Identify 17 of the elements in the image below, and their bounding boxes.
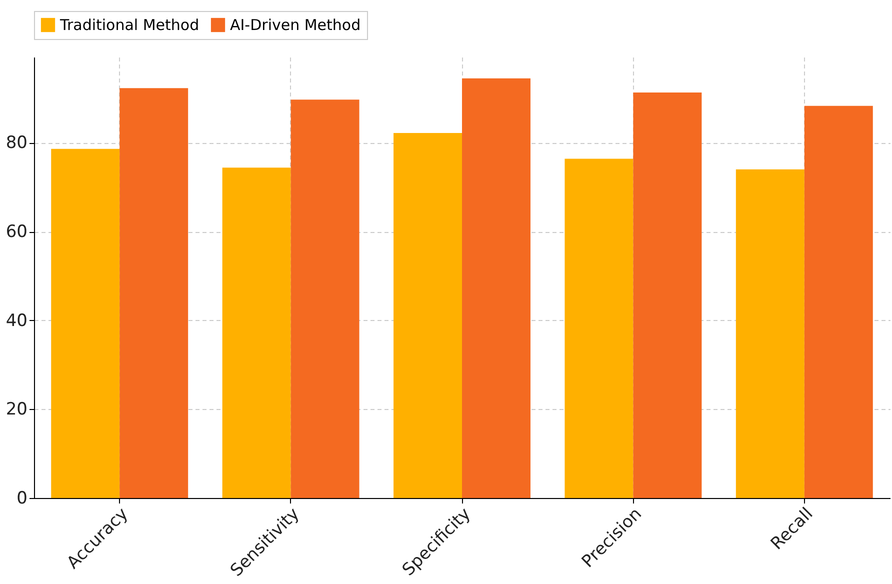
bar (633, 92, 702, 498)
legend-label: AI-Driven Method (230, 16, 361, 34)
bar (564, 158, 634, 498)
bar (51, 148, 120, 498)
bar (394, 132, 462, 498)
bar (804, 106, 873, 498)
y-tick-label: 40 (6, 310, 28, 331)
y-tick-label: 60 (6, 222, 28, 242)
bar (222, 168, 291, 498)
y-tick-label: 80 (6, 133, 28, 154)
bar (462, 78, 530, 498)
y-tick-label: 0 (16, 488, 28, 508)
legend-label: Traditional Method (59, 16, 200, 34)
y-tick-label: 20 (6, 400, 28, 420)
bar (290, 100, 360, 498)
bar (120, 88, 188, 498)
bar (736, 169, 804, 498)
